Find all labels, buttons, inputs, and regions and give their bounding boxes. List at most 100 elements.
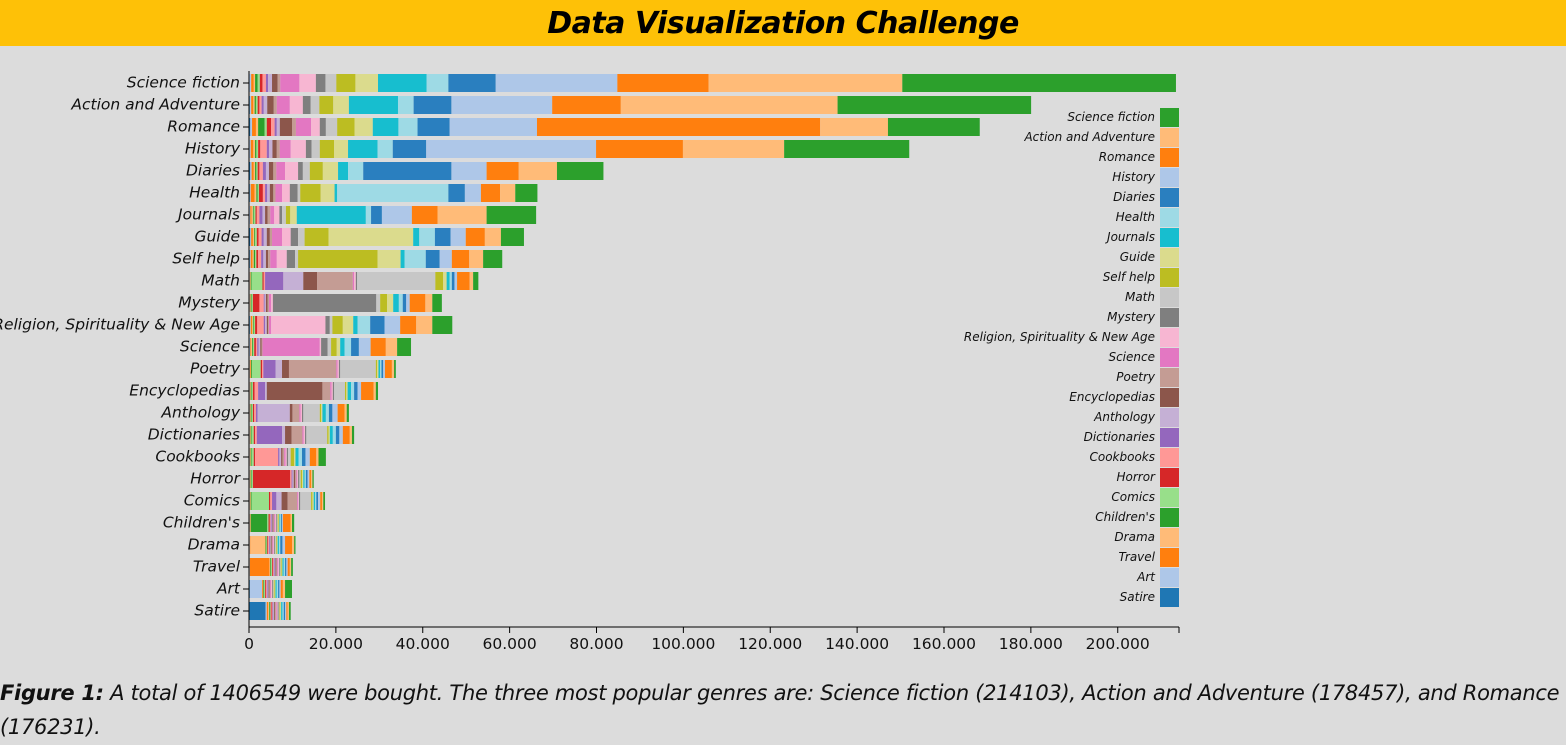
legend-label: Science fiction — [1067, 110, 1155, 124]
bar-segment-satire-dictionaries — [272, 602, 274, 620]
bar-segment-cookbooks-math — [288, 448, 291, 466]
bar-segment-action-and-adventure-encyclopedias — [267, 96, 274, 114]
bar-segment-anthology-science — [299, 404, 301, 422]
bar-segment-diaries-dictionaries — [262, 162, 266, 180]
bar-segment-science-fiction-religion-spirituality-new-age — [299, 74, 316, 92]
bar-segment-comics-romance — [320, 492, 322, 510]
bar-segment-art-horror — [265, 580, 266, 598]
legend-swatch-journals — [1160, 228, 1179, 247]
bar-segment-science-science-fiction — [397, 338, 412, 356]
bar-segment-comics-math — [300, 492, 312, 510]
bar-segment-religion-spirituality-new-age-journals — [353, 316, 358, 334]
y-tick-label: Encyclopedias — [129, 382, 240, 400]
bar-segment-diaries-horror — [257, 162, 260, 180]
bar-segment-anthology-self-help — [319, 404, 322, 422]
bar-segment-horror-science-fiction — [312, 470, 314, 488]
bar-segment-anthology-encyclopedias — [289, 404, 293, 422]
bar-segment-science-fiction-travel — [251, 74, 254, 92]
bar-segment-anthology-horror — [252, 404, 255, 422]
bar-segment-guide-mystery — [290, 228, 299, 246]
bar-segment-children-s-art — [249, 514, 250, 532]
bar-segment-religion-spirituality-new-age-romance — [400, 316, 417, 334]
bar-segment-anthology-guide — [321, 404, 323, 422]
bar-segment-self-help-science — [270, 250, 277, 268]
bar-segment-diaries-health — [348, 162, 364, 180]
bar-segment-romance-history — [449, 118, 537, 136]
bar-segment-science-fiction-dictionaries — [265, 74, 269, 92]
bar-segment-dictionaries-art — [249, 426, 250, 444]
bar-segment-science-fiction-health — [426, 74, 449, 92]
bar-segment-comics-travel — [249, 492, 251, 510]
bar-segment-science-mystery — [321, 338, 328, 356]
bar-segment-drama-health — [278, 536, 281, 554]
bar-segment-encyclopedias-guide — [346, 382, 348, 400]
bar-segment-math-horror — [262, 272, 264, 290]
bar-segment-history-cookbooks — [260, 140, 267, 158]
legend-label: Comics — [1111, 490, 1155, 504]
bar-segment-self-help-action-and-adventure — [469, 250, 484, 268]
bar-segment-poetry-encyclopedias — [282, 360, 289, 378]
bar-segment-action-and-adventure-anthology — [263, 96, 268, 114]
bar-segment-math-mystery — [355, 272, 358, 290]
bar-segment-horror-dictionaries — [291, 470, 293, 488]
bar-segment-math-romance — [457, 272, 470, 290]
bar-segment-self-help-art — [249, 250, 251, 268]
x-tick-label: 0 — [244, 635, 254, 653]
bar-segment-art-dictionaries — [266, 580, 268, 598]
bar-segment-drama-guide — [276, 536, 278, 554]
bar-segment-art-religion-spirituality-new-age — [271, 580, 273, 598]
bar-segment-math-dictionaries — [265, 272, 284, 290]
bar-segment-math-art — [249, 272, 250, 290]
bar-segment-health-children-s — [256, 184, 258, 202]
bar-segment-religion-spirituality-new-age-diaries — [370, 316, 385, 334]
y-tick-label: Religion, Spirituality & New Age — [0, 316, 240, 334]
bar-segment-action-and-adventure-action-and-adventure — [620, 96, 838, 114]
bar-segment-drama-dictionaries — [268, 536, 270, 554]
bar-segment-religion-spirituality-new-age-science — [268, 316, 272, 334]
bar-segment-mystery-horror — [252, 294, 260, 312]
bar-segment-history-history — [426, 140, 597, 158]
bar-segment-science-fiction-anthology — [268, 74, 273, 92]
bar-segment-children-s-journals — [279, 514, 281, 532]
bar-segment-horror-history — [307, 470, 310, 488]
bar-segment-journals-journals — [296, 206, 366, 224]
bar-segment-health-health — [337, 184, 449, 202]
bar-segment-comics-mystery — [298, 492, 301, 510]
bar-segment-dictionaries-comics — [251, 426, 254, 444]
bar-segment-action-and-adventure-diaries — [413, 96, 452, 114]
bar-segment-poetry-history — [383, 360, 385, 378]
bar-segment-health-action-and-adventure — [500, 184, 516, 202]
bar-segment-horror-travel — [249, 470, 251, 488]
bar-segment-health-comics — [257, 184, 259, 202]
bar-segment-health-romance — [480, 184, 501, 202]
bar-segment-science-encyclopedias — [260, 338, 262, 356]
bar-segment-poetry-poetry — [288, 360, 337, 378]
bar-segment-guide-action-and-adventure — [484, 228, 501, 246]
bar-segment-diaries-mystery — [298, 162, 303, 180]
bar-segment-children-s-encyclopedias — [272, 514, 274, 532]
legend-swatch-science — [1160, 348, 1179, 367]
legend-swatch-dictionaries — [1160, 428, 1179, 447]
bar-segment-anthology-mystery — [301, 404, 304, 422]
bar-segment-journals-horror — [255, 206, 257, 224]
bar-segment-journals-action-and-adventure — [437, 206, 487, 224]
bar-segment-health-self-help — [300, 184, 321, 202]
bar-segment-history-romance — [596, 140, 683, 158]
bar-segment-dictionaries-history — [339, 426, 343, 444]
bar-segment-mystery-health — [398, 294, 403, 312]
x-tick-label: 120.000 — [738, 635, 802, 653]
bar-segment-cookbooks-romance — [309, 448, 317, 466]
bar-segment-travel-history — [286, 558, 288, 576]
bar-segment-romance-diaries — [417, 118, 450, 136]
bar-segment-health-drama — [254, 184, 257, 202]
bar-segment-travel-poetry — [276, 558, 278, 576]
bar-segment-romance-mystery — [319, 118, 326, 136]
bar-segment-science-religion-spirituality-new-age — [319, 338, 322, 356]
bar-segment-comics-horror — [268, 492, 271, 510]
bar-segment-diaries-drama — [253, 162, 256, 180]
y-tick-label: Horror — [190, 470, 241, 488]
bar-segment-horror-children-s — [250, 470, 252, 488]
bar-segment-cookbooks-religion-spirituality-new-age — [285, 448, 287, 466]
bar-segment-journals-art — [249, 206, 251, 224]
bar-segment-romance-math — [325, 118, 338, 136]
